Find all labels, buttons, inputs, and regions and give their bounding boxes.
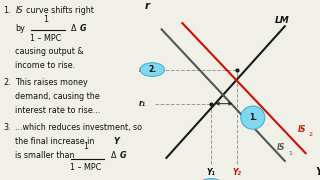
Text: r: r (145, 1, 150, 11)
Circle shape (140, 63, 164, 76)
Circle shape (199, 179, 223, 180)
Text: IS: IS (298, 125, 306, 134)
Text: r₁: r₁ (139, 99, 146, 108)
Text: G: G (80, 24, 86, 33)
Text: 1 – MPC: 1 – MPC (70, 163, 102, 172)
Text: G: G (120, 151, 126, 160)
Text: by: by (15, 24, 25, 33)
Text: IS: IS (15, 6, 23, 15)
Text: Δ: Δ (111, 151, 116, 160)
Text: 1.: 1. (249, 113, 257, 122)
Text: the final increase in: the final increase in (15, 137, 95, 146)
Text: is smaller than: is smaller than (15, 151, 75, 160)
Text: 1.: 1. (3, 6, 11, 15)
Text: 1: 1 (84, 142, 89, 151)
Text: This raises money: This raises money (15, 78, 88, 87)
Circle shape (241, 106, 265, 129)
Text: Y: Y (315, 167, 320, 177)
Text: r₂: r₂ (139, 65, 146, 74)
Text: 1: 1 (44, 15, 49, 24)
Text: LM: LM (275, 16, 290, 25)
Text: 2.: 2. (148, 65, 156, 74)
Text: demand, causing the: demand, causing the (15, 92, 100, 101)
Text: income to rise.: income to rise. (15, 61, 76, 70)
Text: Δ: Δ (71, 24, 76, 33)
Text: causing output &: causing output & (15, 47, 84, 56)
Text: 1 – MPC: 1 – MPC (30, 34, 62, 43)
Text: 2: 2 (309, 132, 313, 137)
Text: interest rate to rise...: interest rate to rise... (15, 106, 100, 115)
Text: Y: Y (114, 137, 119, 146)
Text: Y₂: Y₂ (232, 168, 241, 177)
Text: Y₁: Y₁ (207, 168, 216, 177)
Text: 1: 1 (288, 151, 292, 156)
Text: IS: IS (277, 143, 285, 152)
Text: 2.: 2. (3, 78, 11, 87)
Text: 3.: 3. (3, 123, 11, 132)
Text: ...which reduces investment, so: ...which reduces investment, so (15, 123, 142, 132)
Text: curve shifts right: curve shifts right (26, 6, 94, 15)
